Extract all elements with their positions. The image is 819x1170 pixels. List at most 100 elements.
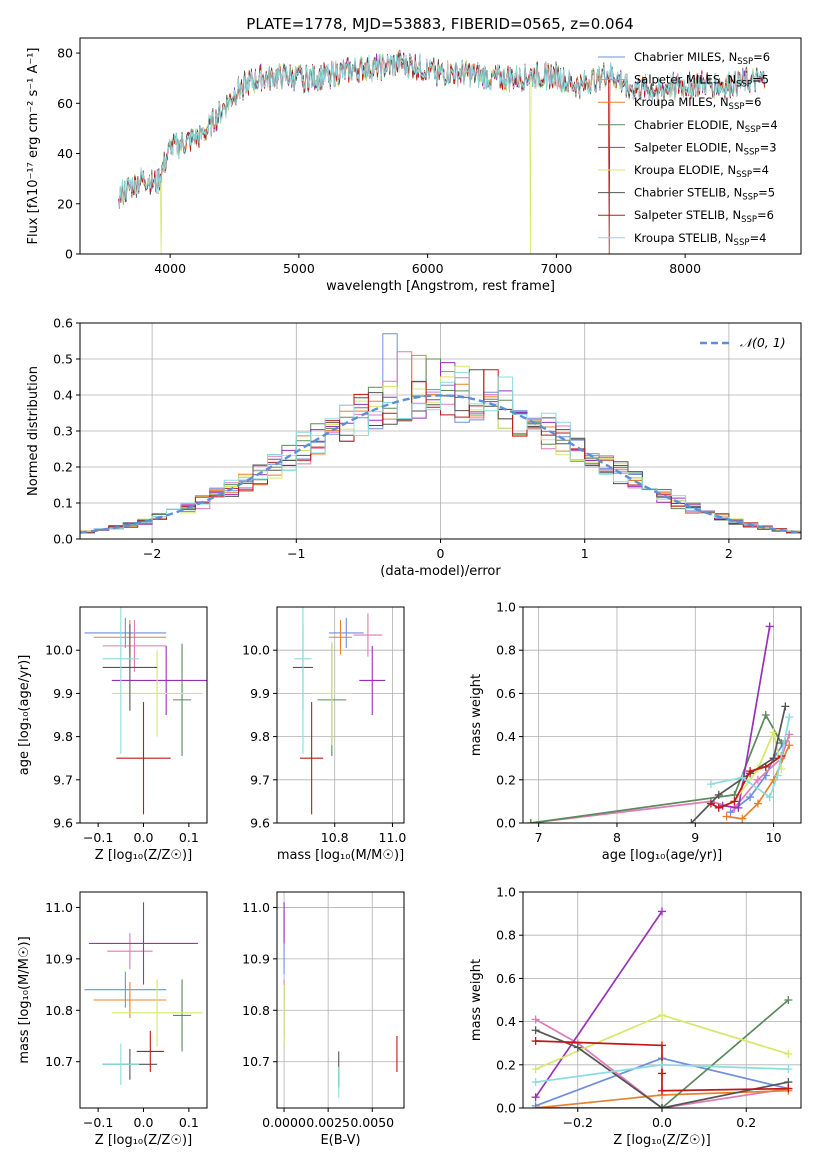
y-tick-label: 0.8 — [496, 928, 516, 943]
legend-nssp: =4 — [752, 163, 769, 177]
y-tick-label: 10.9 — [45, 951, 73, 966]
series-marker — [746, 767, 755, 776]
series-marker — [658, 1069, 666, 1078]
y-axis-label: mass [log₁₀(M/M☉)] — [17, 936, 32, 1063]
plot-area — [531, 907, 793, 1108]
plot-area — [118, 49, 765, 254]
series-marker — [773, 771, 782, 780]
y-tick-label: 9.8 — [250, 729, 270, 744]
errorbar-point — [294, 607, 312, 754]
axes-frame — [79, 37, 802, 255]
legend-nssp: =6 — [753, 50, 770, 64]
y-axis-label: mass weight — [469, 959, 484, 1041]
errorbar-point — [328, 617, 364, 649]
y-tick-label: 10.9 — [242, 951, 270, 966]
x-tick-label: 11.0 — [379, 830, 407, 845]
errorbar-point — [116, 702, 171, 815]
series-marker — [531, 1104, 540, 1108]
legend-label: Chabrier STELIB, NSSP=5 — [634, 186, 775, 203]
errorbar-point — [102, 607, 139, 754]
x-axis-label: age [log₁₀(age/yr)] — [602, 848, 723, 863]
y-tick-label: 40 — [57, 146, 73, 161]
y-tick-label: 1.0 — [496, 600, 516, 615]
errorbar-point — [102, 1043, 139, 1085]
y-tick-label: 11.0 — [45, 900, 73, 915]
y-tick-label: 10.0 — [242, 643, 270, 658]
x-tick-label: 8 — [613, 830, 621, 845]
y-tick-label: 11.0 — [242, 900, 270, 915]
series-line — [534, 910, 663, 1098]
legend-nssp: =3 — [760, 140, 777, 154]
series-marker — [761, 762, 770, 771]
series-marker — [531, 1037, 540, 1046]
legend-name: Chabrier ELODIE, N — [634, 118, 745, 132]
x-tick-label: −0.1 — [83, 830, 113, 845]
legend-name: Kroupa ELODIE, N — [634, 163, 736, 177]
plot-area — [80, 333, 801, 535]
y-tick-label: 0.2 — [496, 772, 516, 787]
series-marker — [726, 808, 735, 817]
legend-sub: SSP — [741, 215, 757, 225]
y-axis-label: Normed distribution — [26, 366, 41, 496]
y-tick-label: 9.9 — [250, 686, 270, 701]
errorbar-point — [89, 902, 198, 985]
series-marker — [573, 1043, 582, 1052]
series-line — [535, 1018, 789, 1108]
series-line — [535, 999, 789, 1108]
y-tick-label: 9.8 — [53, 729, 73, 744]
legend-name: Chabrier MILES, N — [634, 50, 737, 64]
plot-area — [292, 607, 386, 815]
errorbar-point — [84, 617, 167, 649]
legend-sub: SSP — [736, 170, 752, 180]
y-axis-label: mass weight — [469, 674, 484, 756]
series-marker — [785, 741, 794, 750]
histogram-step — [80, 369, 801, 535]
series-line — [710, 755, 782, 809]
series-marker — [784, 996, 793, 1004]
legend-name: Salpeter MILES, N — [634, 73, 736, 87]
axes-frame — [276, 606, 405, 824]
series-marker — [734, 803, 743, 812]
panel-age_vs_Z: −0.1 0.0 0.1 9.6 9.7 9.8 9.9 10.0 Z [log₁₀(Z/Z☉)… — [17, 606, 208, 863]
legend-label: Salpeter STELIB, NSSP=6 — [634, 208, 774, 225]
x-tick-label: −1 — [287, 546, 305, 561]
y-axis-label: age [log₁₀(age/yr)] — [17, 655, 32, 776]
y-tick-label: 9.6 — [53, 816, 73, 831]
errorbar-point — [172, 979, 192, 1052]
x-axis-label: (data-model)/error — [380, 564, 501, 579]
y-tick-label: 0 — [65, 247, 73, 262]
x-axis-label: E(B-V) — [320, 1133, 360, 1148]
x-tick-label: 8000 — [669, 261, 701, 276]
y-tick-label: 10.8 — [45, 1003, 73, 1018]
y-tick-label: 0.6 — [496, 686, 516, 701]
x-axis-label: wavelength [Angstrom, rest frame] — [326, 279, 555, 294]
series-marker — [784, 1084, 793, 1093]
series-marker — [531, 1093, 540, 1102]
series-marker — [658, 907, 666, 916]
errorbar-point — [172, 643, 192, 757]
y-tick-label: 0.4 — [496, 729, 516, 744]
panel-mass_vs_Z: −0.1 0.0 0.1 10.7 10.8 10.9 11.0 Z [log₁₀(Z/Z☉)… — [17, 891, 208, 1148]
errorbar-point — [84, 971, 167, 1008]
legend-nssp: =6 — [757, 208, 774, 222]
x-tick-label: −2 — [143, 546, 161, 561]
errorbar-point — [359, 645, 386, 715]
plot-area — [283, 902, 398, 1098]
errorbar-point — [111, 645, 207, 715]
y-tick-label: 9.7 — [53, 772, 73, 787]
legend-label: Kroupa MILES, NSSP=6 — [634, 95, 761, 112]
plot-area — [84, 607, 207, 815]
series-marker — [658, 1060, 666, 1069]
x-axis-label: Z [log₁₀(Z/Z☉)] — [95, 1133, 192, 1148]
series-marker — [714, 803, 723, 812]
legend-sub: SSP — [734, 238, 750, 248]
plot-area — [84, 902, 203, 1085]
x-tick-label: 1 — [581, 546, 589, 561]
series-line — [733, 729, 783, 802]
series-marker — [658, 1104, 666, 1108]
axes-frame — [522, 606, 802, 824]
y-tick-label: 0.2 — [53, 460, 73, 475]
legend-label: Salpeter ELODIE, NSSP=3 — [634, 140, 777, 157]
x-tick-label: 6000 — [412, 261, 444, 276]
legend-sub: SSP — [742, 193, 758, 203]
